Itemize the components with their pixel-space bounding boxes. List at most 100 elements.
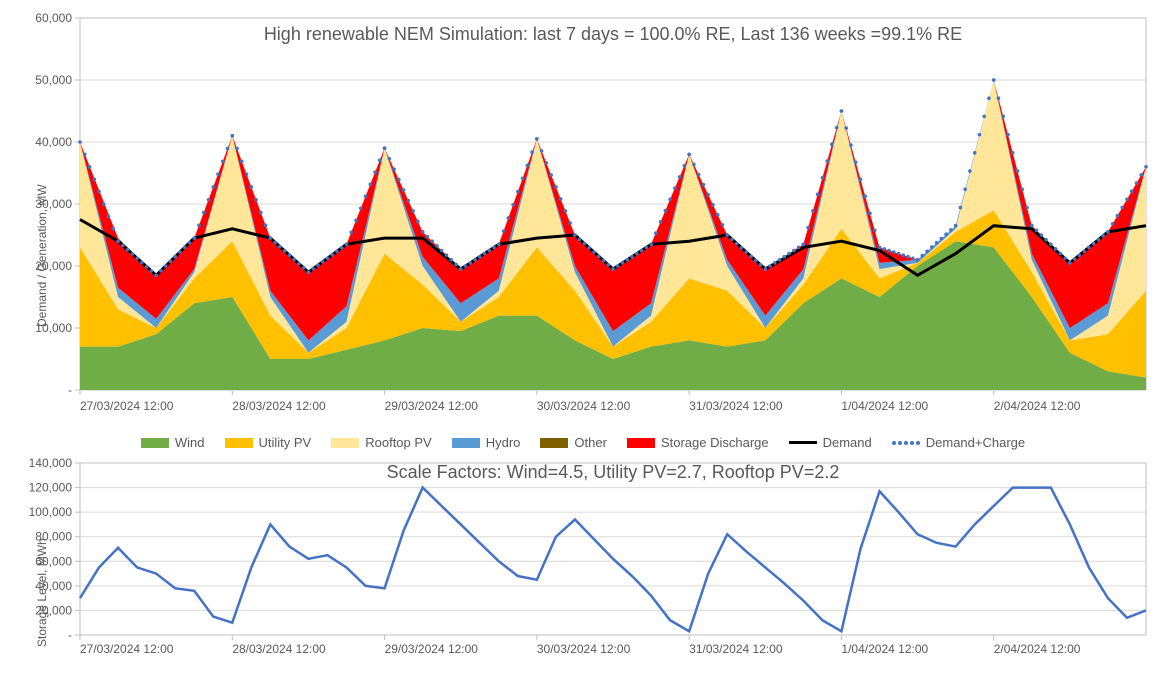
demand-charge-dot — [402, 188, 406, 192]
demand-charge-dot — [530, 150, 534, 154]
demand-charge-dot — [502, 229, 506, 233]
demand-charge-dot — [1125, 198, 1129, 202]
demand-charge-dot — [364, 194, 368, 198]
demand-charge-dot — [511, 203, 515, 207]
legend-label: Hydro — [486, 435, 521, 450]
demand-charge-dot — [911, 256, 915, 260]
demand-charge-dot — [568, 221, 572, 225]
demand-charge-dot — [797, 246, 801, 250]
demand-charge-dot — [649, 243, 653, 247]
demand-charge-dot — [445, 253, 449, 257]
demand-charge-dot — [426, 235, 430, 239]
demand-charge-dot — [1111, 222, 1115, 226]
demand-charge-dot — [611, 267, 615, 271]
legend-label: Other — [574, 435, 607, 450]
legend-swatch — [892, 441, 920, 445]
demand-charge-dot — [392, 167, 396, 171]
demand-charge-dot — [307, 270, 311, 274]
svg-text:29/03/2024 12:00: 29/03/2024 12:00 — [385, 642, 479, 656]
demand-charge-dot — [730, 237, 734, 241]
svg-text:2/04/2024 12:00: 2/04/2024 12:00 — [994, 399, 1081, 413]
demand-charge-dot — [683, 164, 687, 168]
svg-text:50,000: 50,000 — [35, 73, 72, 87]
demand-charge-dot — [1044, 238, 1048, 242]
demand-charge-dot — [740, 246, 744, 250]
svg-text:-: - — [68, 383, 72, 397]
demand-charge-dot — [554, 185, 558, 189]
legend-label: Storage Discharge — [661, 435, 769, 450]
demand-charge-dot — [787, 252, 791, 256]
demand-charge-dot — [449, 258, 453, 262]
demand-charge-dot — [1097, 238, 1101, 242]
demand-charge-dot — [345, 243, 349, 247]
demand-charge-dot — [659, 220, 663, 224]
demand-charge-dot — [1006, 133, 1010, 137]
demand-charge-dot — [868, 212, 872, 216]
bottom-y-axis-label: Storage Level, MWh — [35, 467, 49, 647]
demand-charge-dot — [792, 249, 796, 253]
legend-item-utility_pv: Utility PV — [225, 435, 312, 450]
demand-charge-dot — [959, 206, 963, 210]
demand-charge-dot — [687, 153, 691, 157]
demand-charge-dot — [192, 236, 196, 240]
demand-charge-dot — [1101, 234, 1105, 238]
legend-swatch — [331, 438, 359, 448]
svg-text:60,000: 60,000 — [35, 11, 72, 25]
demand-charge-dot — [207, 198, 211, 202]
demand-charge-dot — [949, 228, 953, 232]
demand-charge-dot — [721, 223, 725, 227]
svg-text:30/03/2024 12:00: 30/03/2024 12:00 — [537, 642, 631, 656]
demand-charge-dot — [430, 239, 434, 243]
demand-charge-dot — [1059, 252, 1063, 256]
bottom-chart-container: Storage Level, MWh -20,00040,00060,00080… — [10, 455, 1156, 665]
demand-charge-dot — [411, 209, 415, 213]
demand-charge-dot — [1120, 206, 1124, 210]
demand-charge-dot — [1025, 206, 1029, 210]
demand-charge-dot — [978, 133, 982, 137]
demand-charge-dot — [654, 231, 658, 235]
top-y-axis-label: Demand / Generation, MW — [35, 107, 49, 327]
demand-charge-dot — [454, 263, 458, 267]
demand-charge-dot — [954, 224, 958, 228]
demand-charge-dot — [930, 245, 934, 249]
demand-charge-dot — [692, 163, 696, 167]
demand-charge-dot — [1135, 181, 1139, 185]
demand-charge-dot — [378, 158, 382, 162]
legend-item-demand_charge: Demand+Charge — [892, 435, 1025, 450]
legend-swatch — [225, 438, 253, 448]
legend-label: Demand+Charge — [926, 435, 1025, 450]
demand-charge-dot — [587, 246, 591, 250]
legend-swatch — [627, 438, 655, 448]
demand-charge-dot — [88, 165, 92, 169]
top-chart-legend: WindUtility PVRooftop PVHydroOtherStorag… — [10, 430, 1156, 455]
demand-charge-dot — [906, 255, 910, 259]
demand-charge-dot — [273, 241, 277, 245]
demand-charge-dot — [154, 274, 158, 278]
demand-charge-dot — [997, 96, 1001, 100]
legend-swatch — [540, 438, 568, 448]
svg-text:28/03/2024 12:00: 28/03/2024 12:00 — [232, 399, 326, 413]
demand-charge-dot — [354, 218, 358, 222]
demand-charge-dot — [973, 151, 977, 155]
demand-charge-dot — [940, 237, 944, 241]
demand-charge-dot — [464, 264, 468, 268]
demand-charge-dot — [135, 256, 139, 260]
demand-charge-dot — [283, 249, 287, 253]
demand-charge-dot — [188, 241, 192, 245]
demand-charge-dot — [559, 197, 563, 201]
demand-charge-dot — [878, 246, 882, 250]
demand-charge-dot — [935, 241, 939, 245]
demand-charge-dot — [802, 243, 806, 247]
demand-charge-dot — [302, 266, 306, 270]
demand-charge-dot — [635, 252, 639, 256]
demand-charge-dot — [749, 255, 753, 259]
demand-charge-dot — [821, 176, 825, 180]
demand-charge-dot — [1092, 242, 1096, 246]
demand-charge-dot — [763, 267, 767, 271]
demand-charge-dot — [754, 259, 758, 263]
svg-text:27/03/2024 12:00: 27/03/2024 12:00 — [80, 642, 174, 656]
demand-charge-dot — [630, 255, 634, 259]
demand-charge-dot — [121, 244, 125, 248]
legend-item-hydro: Hydro — [452, 435, 521, 450]
demand-charge-dot — [487, 249, 491, 253]
